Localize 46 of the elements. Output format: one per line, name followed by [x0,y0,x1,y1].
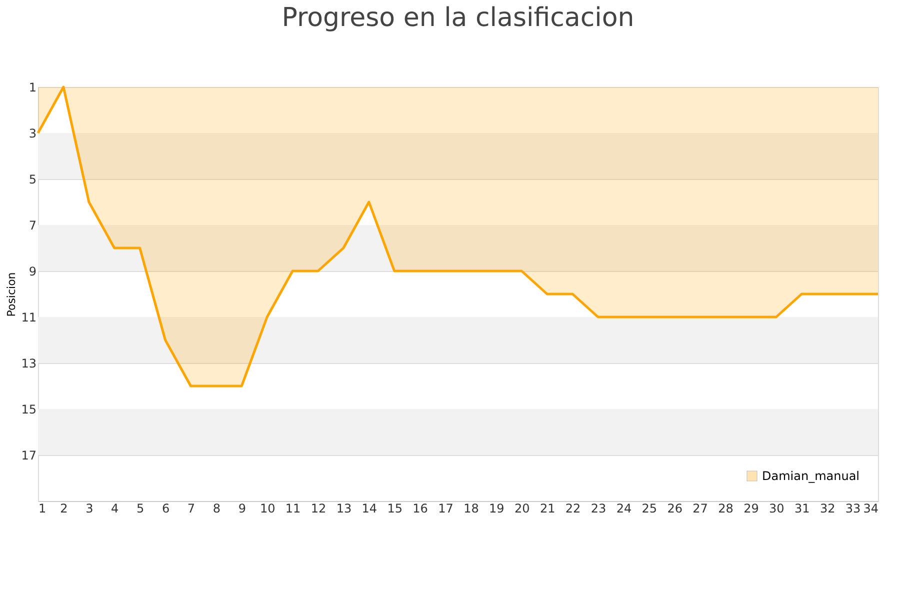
x-tick-label: 32 [820,502,836,516]
y-tick-label: 7 [28,218,36,232]
x-tick-label: 7 [187,502,196,516]
x-tick-label: 17 [438,502,454,516]
x-tick-label: 25 [642,502,658,516]
x-tick-label: 20 [514,502,530,516]
y-tick-label: 1 [28,80,36,94]
x-tick-label: 1 [38,502,46,516]
x-tick-label: 23 [590,502,606,516]
x-tick-label: 24 [616,502,632,516]
y-tick-label: 11 [21,310,36,324]
x-tick-label: 28 [718,502,734,516]
x-tick-label: 6 [162,502,170,516]
y-tick-label: 3 [28,126,36,140]
x-tick-label: 30 [769,502,784,516]
x-tick-label: 26 [667,502,683,516]
x-tick-label: 11 [285,502,301,516]
x-tick-label: 29 [744,502,759,516]
y-tick-label: 9 [28,264,36,278]
x-tick-label: 10 [260,502,276,516]
x-tick-label: 33 [845,502,861,516]
x-tick-label: 13 [336,502,352,516]
x-tick-label: 19 [489,502,504,516]
x-tick-label: 12 [310,502,326,516]
x-tick-label: 22 [565,502,581,516]
chart-title: Progreso en la clasificacion [282,3,634,33]
y-axis-title: Posicion [5,272,18,317]
x-tick-label: 27 [692,502,708,516]
x-tick-label: 8 [212,502,220,516]
y-tick-label: 5 [28,172,36,186]
x-tick-label: 18 [464,502,479,516]
y-tick-label: 15 [21,402,36,416]
x-tick-label: 34 [863,502,878,516]
x-tick-label: 3 [86,502,94,516]
x-tick-label: 31 [794,502,810,516]
x-tick-label: 4 [111,502,119,516]
x-tick-label: 5 [136,502,144,516]
x-tick-label: 15 [387,502,403,516]
y-tick-label: 13 [21,356,36,370]
x-tick-label: 16 [412,502,428,516]
legend-label: Damian_manual [762,469,860,483]
x-tick-label: 14 [362,502,378,516]
y-tick-label: 17 [21,448,36,462]
x-tick-label: 9 [238,502,246,516]
x-tick-label: 21 [540,502,556,516]
x-tick-label: 2 [60,502,68,516]
